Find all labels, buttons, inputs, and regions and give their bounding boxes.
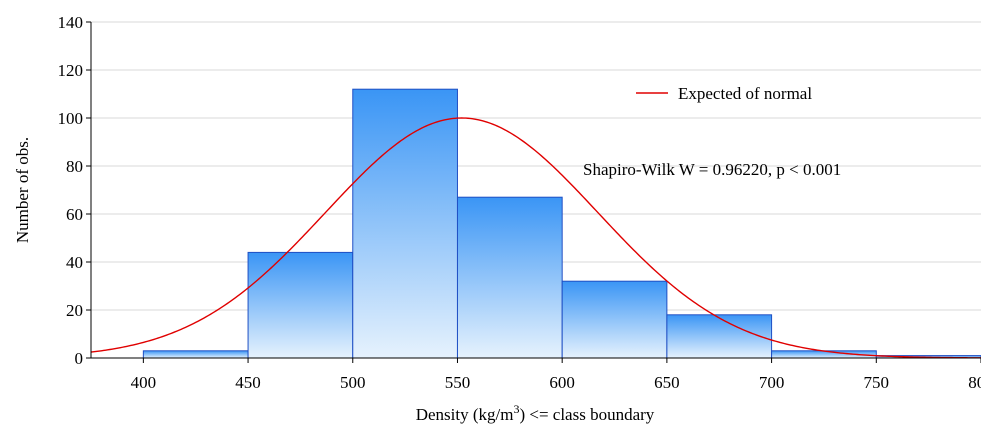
y-tick-label-40: 40 (66, 253, 83, 272)
x-tick-label-600: 600 (549, 373, 575, 392)
x-axis-title-suffix: ) <= class boundary (519, 405, 654, 424)
x-tick-label-550: 550 (445, 373, 471, 392)
axes: 0 20 40 60 80 100 120 140 400 450 500 550 600 650 700 7… (58, 13, 981, 392)
x-tick-label-400: 400 (131, 373, 157, 392)
histogram-bar-600-650 (561, 280, 668, 359)
histogram-bar-550-600 (456, 196, 563, 359)
legend: Expected of normal (636, 84, 812, 103)
histogram-bars (142, 88, 981, 359)
x-tick-label-450: 450 (235, 373, 261, 392)
y-tick-label-60: 60 (66, 205, 83, 224)
x-tick-label-650: 650 (654, 373, 680, 392)
y-tick-label-140: 140 (58, 13, 84, 32)
normal-curve-line (90, 117, 981, 359)
histogram-bar-450-500 (247, 251, 354, 359)
x-axis-title: Density (kg/m3) <= class boundary (416, 402, 655, 424)
x-tick-label-750: 750 (864, 373, 890, 392)
y-tick-label-0: 0 (75, 349, 84, 368)
y-axis-title: Number of obs. (13, 137, 32, 243)
legend-label-normal: Expected of normal (678, 84, 812, 103)
x-axis-title-superscript: 3 (513, 402, 519, 416)
histogram-bar-650-700 (666, 314, 773, 359)
histogram-bar-400-450 (142, 350, 249, 359)
x-tick-label-700: 700 (759, 373, 785, 392)
shapiro-wilk-annotation: Shapiro-Wilk W = 0.96220, p < 0.001 (583, 160, 841, 179)
y-tick-label-80: 80 (66, 157, 83, 176)
y-tick-label-120: 120 (58, 61, 84, 80)
x-tick-label-500: 500 (340, 373, 366, 392)
y-tick-label-20: 20 (66, 301, 83, 320)
x-tick-label-800: 800 (968, 373, 981, 392)
x-axis-title-main: Density (kg/m (416, 405, 514, 424)
y-tick-label-100: 100 (58, 109, 84, 128)
normal-curve-layer (90, 117, 981, 359)
histogram-bar-500-550 (352, 88, 458, 359)
